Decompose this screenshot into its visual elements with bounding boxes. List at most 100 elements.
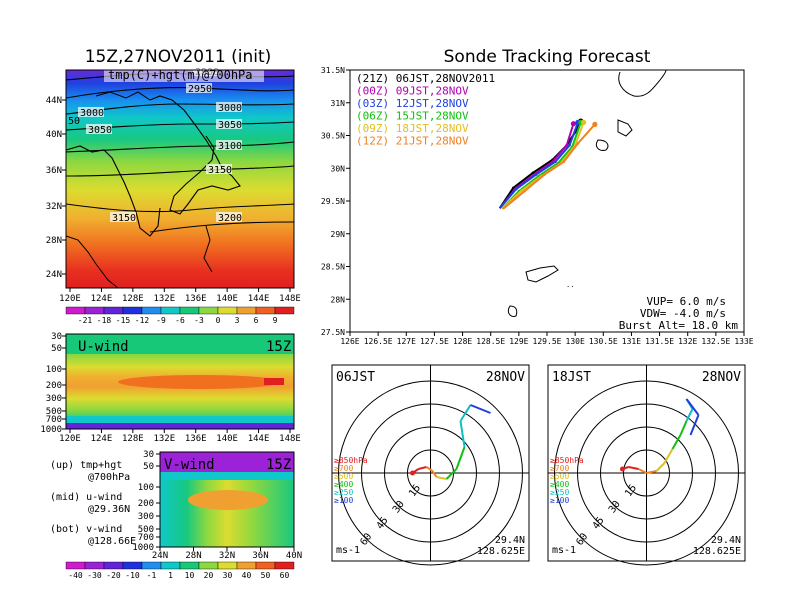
track-point: [523, 189, 526, 193]
note-line: @29.36N: [88, 504, 130, 515]
colorbar-label: -20: [106, 571, 121, 580]
y-tick-label: 31.5N: [321, 66, 345, 75]
x-tick-label: 131.5E: [645, 337, 674, 346]
pressure-legend-entry: ≥250: [334, 488, 353, 497]
contour-label: 3050: [218, 120, 242, 131]
contour-label: 50: [68, 116, 80, 127]
wind-segment: [455, 446, 466, 470]
x-tick-label: 140E: [216, 434, 238, 444]
wind-segment: [418, 466, 427, 470]
y-tick-label: 30: [51, 332, 62, 342]
pressure-legend-entry: ≥850hPa: [550, 456, 584, 465]
y-tick-label: 200: [138, 499, 154, 509]
track-point: [568, 144, 571, 147]
wind-segment: [655, 462, 666, 472]
contour-label: 2950: [188, 84, 212, 95]
launch-info: VUP= 6.0 m/s VDW= -4.0 m/s Burst Alt= 18…: [619, 295, 739, 332]
x-tick-label: 131E: [622, 337, 641, 346]
colorbar-label: -6: [175, 316, 185, 325]
hodograph-time: 06JST: [336, 370, 375, 385]
temperature-field: [66, 70, 294, 288]
location-lon: 128.625E: [693, 546, 741, 557]
x-tick-label: 124E: [91, 294, 113, 304]
y-tick-label: 32N: [46, 202, 62, 212]
contour-3150: [65, 165, 295, 177]
hodograph-date: 28NOV: [702, 370, 741, 385]
track-point: [520, 189, 523, 192]
y-tick-label: 24N: [46, 270, 62, 280]
track-point: [534, 173, 538, 177]
note-line: (up) tmp+hgt: [50, 460, 122, 471]
x-tick-label: 40N: [286, 551, 302, 561]
colorbar-label: 20: [204, 571, 214, 580]
track-line: [501, 122, 582, 210]
pressure-legend-entry: ≥700: [550, 464, 569, 473]
wind-segment: [459, 420, 466, 448]
y-tick-label: 44N: [46, 96, 62, 106]
colorbar-label: 50: [261, 571, 271, 580]
panel1-title: 15Z,27NOV2011 (init): [85, 47, 272, 67]
coastline-islands: [203, 225, 213, 273]
contour-label: 3150: [112, 213, 136, 224]
location-lon: 128.625E: [477, 546, 525, 557]
info-burst: Burst Alt= 18.0 km: [619, 319, 739, 332]
x-tick-label: 28N: [185, 551, 201, 561]
colorbar-swatch: [141, 306, 162, 315]
colorbar-swatch: [236, 306, 257, 315]
pressure-legend-entry: ≥250: [550, 488, 569, 497]
panel-notes: (up) tmp+hgt @700hPa (mid) u-wind @29.36…: [50, 460, 136, 547]
wind-segment: [685, 408, 694, 422]
x-tick-label: 124E: [91, 434, 113, 444]
burst-point: [592, 121, 598, 127]
x-tick-label: 148E: [279, 294, 301, 304]
contour-label: 3000: [80, 108, 104, 119]
pressure-legend-entry: ≥500: [334, 472, 353, 481]
y-tick-label: 30: [143, 450, 154, 460]
v-wind-title: V-wind: [164, 457, 215, 473]
contour-label: 3000: [218, 103, 242, 114]
colorbar-swatch: [141, 561, 162, 570]
info-vdw: VDW= -4.0 m/s: [640, 307, 726, 320]
colorbar-label: -10: [125, 571, 140, 580]
track-point: [514, 187, 518, 191]
units-label: ms-1: [336, 545, 360, 556]
colorbar-label: 3: [235, 316, 240, 325]
colorbar-label: -1: [147, 571, 157, 580]
x-tick-label: 132E: [678, 337, 697, 346]
pressure-legend-entry: ≥400: [334, 480, 353, 489]
legend-entry: (03Z) 12JST,28NOV: [356, 97, 469, 110]
note-line: @128.66E: [88, 536, 136, 547]
y-tick-label: 500: [46, 407, 62, 417]
track-point: [542, 173, 546, 177]
wind-segment: [470, 404, 491, 414]
legend-entry: (21Z) 06JST,28NOV2011: [356, 72, 495, 85]
colorbar-swatch: [84, 306, 105, 315]
x-tick-label: 132.5E: [701, 337, 730, 346]
hodograph-time: 18JST: [552, 370, 591, 385]
wind-segment: [638, 468, 647, 474]
pressure-legend-entry: ≥850hPa: [334, 456, 368, 465]
info-vup: VUP= 6.0 m/s: [647, 295, 726, 308]
pressure-legend-entry: ≥400: [550, 480, 569, 489]
island-okinoerabu: [507, 305, 518, 317]
colorbar-swatch: [179, 561, 200, 570]
colorbar-label: -3: [194, 316, 204, 325]
colorbar-label: -9: [156, 316, 166, 325]
x-tick-label: 128E: [122, 294, 144, 304]
track-point: [554, 160, 557, 163]
colorbar-swatch: [160, 306, 181, 315]
x-tick-label: 129E: [509, 337, 528, 346]
y-tick-label: 700: [46, 415, 62, 425]
wind-segment: [679, 420, 688, 436]
colorbar-label: 1: [168, 571, 173, 580]
surface-wind-point: [620, 466, 625, 472]
island-tanegashima: [617, 119, 633, 137]
contour-3150b: [65, 203, 295, 213]
y-tick-label: 300: [138, 512, 154, 522]
colorbar-swatch: [236, 561, 257, 570]
colorbar-label: -40: [68, 571, 83, 580]
x-tick-label: 120E: [59, 294, 81, 304]
tracking-panel: ..: [349, 69, 745, 333]
x-tick-label: 133E: [734, 337, 753, 346]
